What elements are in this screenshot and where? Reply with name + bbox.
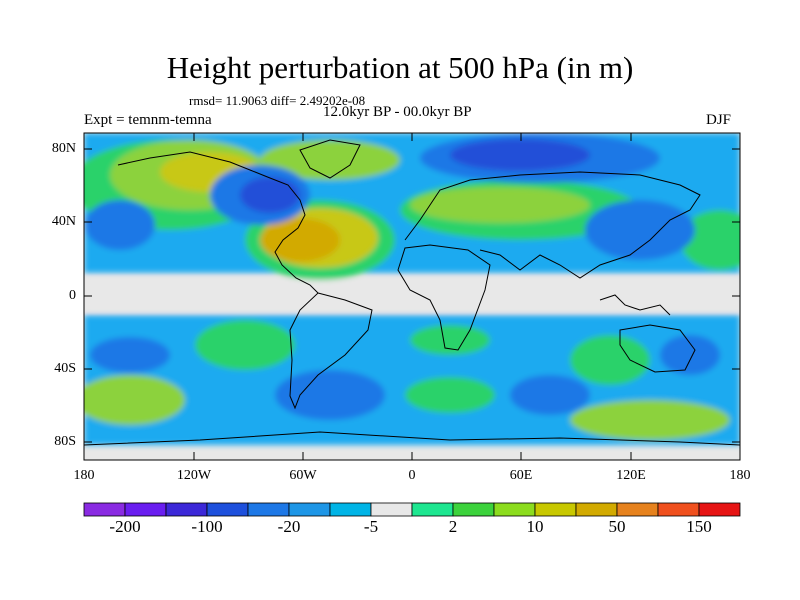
lat-label-0: 0 [69, 288, 76, 303]
lon-label-120w: 120W [176, 468, 212, 483]
colorbar-swatch [575, 502, 618, 517]
period-label: 12.0kyr BP - 00.0kyr BP [323, 104, 472, 120]
lon-label-60w: 60W [289, 468, 317, 483]
coast-greenland [299, 139, 361, 179]
colorbar-swatch [124, 502, 167, 517]
colorbar-label: 50 [608, 517, 626, 536]
colorbar-swatch [493, 502, 536, 517]
lat-label-80s: 80S [54, 434, 76, 449]
field-blob [660, 335, 720, 375]
colorbar-swatch [534, 502, 577, 517]
field-blob [195, 320, 295, 370]
field-blob [275, 370, 385, 420]
season-label: DJF [706, 112, 732, 128]
field-blob [570, 400, 730, 440]
field-blob [680, 210, 740, 270]
lon-label-180e: 180 [729, 468, 751, 483]
lat-label-40s: 40S [54, 361, 76, 376]
lon-label-180w: 180 [73, 468, 95, 483]
colorbar-swatch [83, 502, 126, 517]
lon-label-0: 0 [408, 468, 416, 483]
colorbar-swatch [165, 502, 208, 517]
height-field [84, 133, 740, 460]
colorbar-swatch [452, 502, 495, 517]
axis-ticks [84, 133, 740, 460]
coast-antarctica [84, 431, 740, 446]
field-blob [410, 325, 490, 355]
colorbar [83, 502, 741, 517]
colorbar-swatch [657, 502, 700, 517]
coast-maritime-continent [599, 294, 671, 316]
colorbar-label: -100 [191, 517, 223, 536]
lat-label-40n: 40N [51, 214, 76, 229]
coast-africa [397, 244, 491, 351]
lat-label-80n: 80N [51, 141, 76, 156]
coast-eurasia [404, 171, 701, 279]
colorbar-label: 150 [686, 517, 712, 536]
field-blob [405, 377, 495, 413]
field-blob [260, 140, 400, 180]
map-title: Height perturbation at 500 hPa (in m) [166, 50, 634, 85]
colorbar-swatch [288, 502, 331, 517]
field-blob [570, 335, 650, 385]
colorbar-label: -200 [109, 517, 141, 536]
field-blob [260, 218, 340, 262]
field-blob [510, 375, 590, 415]
colorbar-label: 10 [526, 517, 544, 536]
field-blob [450, 139, 590, 171]
field-equatorial-band [84, 280, 740, 310]
field-blob [90, 337, 170, 373]
colorbar-swatch [411, 502, 454, 517]
lon-label-120e: 120E [616, 468, 646, 483]
colorbar-swatch [206, 502, 249, 517]
colorbar-swatch [247, 502, 290, 517]
coast-australia [619, 324, 696, 373]
lon-label-60e: 60E [509, 468, 533, 483]
experiment-label: Expt = temnm-temna [84, 112, 212, 128]
field-blob [84, 375, 185, 425]
colorbar-swatch [698, 502, 741, 517]
colorbar-swatch [329, 502, 372, 517]
stats-label: rmsd= 11.9063 diff= 2.49202e-08 [189, 93, 366, 108]
colorbar-swatch [616, 502, 659, 517]
colorbar-label: -5 [363, 517, 379, 536]
field-blob [585, 200, 695, 260]
coastlines [84, 139, 740, 446]
field-blob [410, 187, 590, 223]
colorbar-label: 2 [448, 517, 458, 536]
colorbar-swatch [370, 502, 413, 517]
field-blob [85, 200, 155, 250]
coast-north-america [117, 151, 319, 294]
colorbar-label: -20 [277, 517, 301, 536]
field-blob [240, 177, 300, 213]
coast-south-america [289, 292, 373, 410]
